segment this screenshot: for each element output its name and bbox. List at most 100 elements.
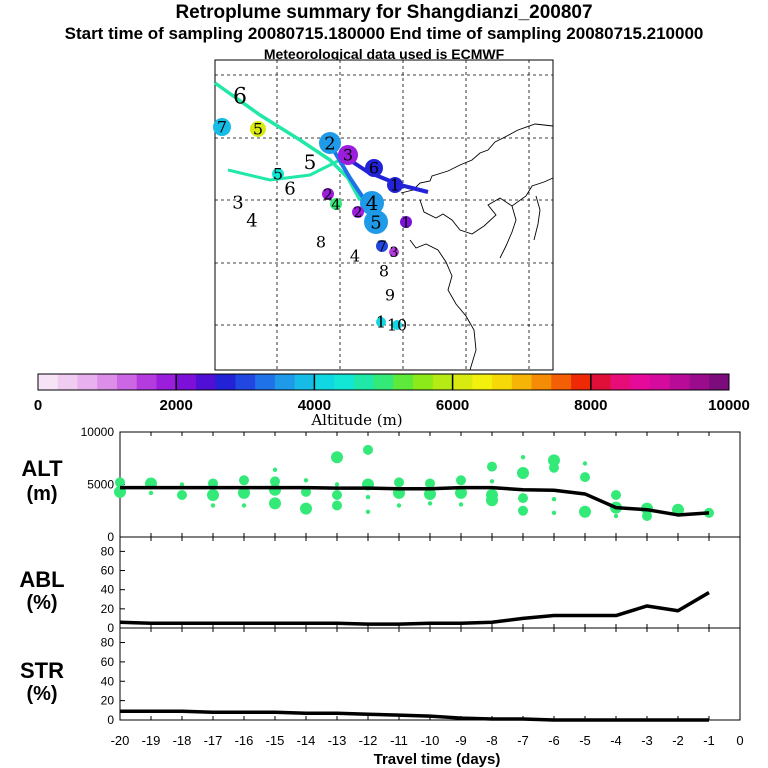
x-tick-label: -12: [359, 733, 378, 748]
colorbar-swatch: [432, 374, 453, 390]
trajectory-line: [213, 81, 362, 201]
cluster-label: 2: [323, 185, 333, 203]
plume-cluster-dot: [365, 494, 371, 500]
cluster-label: 5: [253, 120, 263, 139]
x-tick-label: -17: [204, 733, 223, 748]
panel-str: [119, 627, 741, 722]
colorbar-swatch: [590, 374, 611, 390]
y-tick-label: 5000: [87, 478, 114, 492]
cluster-label: 7: [217, 118, 227, 137]
colorbar-tick-label: 8000: [574, 397, 607, 414]
cluster-label: 6: [233, 85, 247, 110]
map-coastline: [419, 177, 554, 235]
cluster-label: 4: [246, 210, 257, 231]
panel-ylabel: STR: [20, 658, 64, 683]
colorbar-tick-label: 6000: [436, 397, 469, 414]
cluster-marker: [322, 188, 334, 200]
cluster-marker: [392, 320, 402, 330]
cluster-label: 8: [379, 262, 389, 281]
colorbar-swatch: [630, 374, 651, 390]
panel-alt: [114, 431, 741, 538]
plume-cluster-dot: [241, 503, 247, 508]
y-tick-label: 10000: [81, 425, 115, 439]
cluster-label: 4: [366, 191, 379, 215]
cluster-label: 1: [376, 313, 386, 332]
colorbar-swatch: [689, 374, 710, 390]
plume-cluster-dot: [396, 503, 402, 508]
colorbar-swatch: [136, 374, 157, 390]
sampling-period: Start time of sampling 20080715.180000 E…: [64, 24, 704, 43]
x-tick-label: -13: [328, 733, 347, 748]
plume-cluster-dot: [582, 461, 588, 466]
chart-title: Retroplume summary for Shangdianzi_20080…: [175, 2, 593, 23]
cluster-marker: [364, 210, 388, 234]
colorbar-swatch: [215, 374, 236, 390]
map-coastline: [533, 195, 541, 241]
x-tick-label: -10: [421, 733, 440, 748]
x-tick-label: 0: [736, 733, 743, 748]
cluster-label: 2: [324, 133, 335, 154]
plume-cluster-dot: [207, 489, 219, 501]
colorbar-swatch: [353, 374, 375, 390]
x-tick-label: -3: [641, 733, 653, 748]
colorbar-swatch: [709, 374, 730, 390]
y-tick-label: 40: [101, 583, 115, 597]
colorbar-swatch: [176, 374, 197, 390]
colorbar-swatch: [156, 374, 177, 390]
plume-cluster-dot: [179, 482, 185, 487]
plume-cluster-dot: [210, 503, 216, 508]
colorbar-swatch: [610, 374, 631, 390]
cluster-label: 10: [387, 316, 407, 335]
y-tick-label: 0: [107, 530, 114, 544]
plume-cluster-dot: [424, 487, 436, 500]
plume-cluster-dot: [365, 509, 371, 514]
plume-cluster-dot: [115, 477, 125, 488]
cluster-marker: [338, 145, 358, 165]
panel-ylabel: ALT: [21, 456, 63, 481]
cluster-marker: [387, 177, 403, 193]
plume-cluster-dot: [642, 511, 652, 521]
cluster-label: 3: [390, 245, 399, 261]
cluster-marker: [376, 317, 386, 327]
cluster-label: 4: [331, 195, 341, 213]
cluster-marker: [352, 206, 364, 218]
colorbar-swatch: [551, 374, 572, 390]
x-tick-label: -18: [173, 733, 192, 748]
series-line: [120, 709, 709, 722]
cluster-label: 6: [369, 159, 379, 178]
map-panel: [213, 59, 554, 371]
plume-cluster-dot: [332, 490, 342, 500]
colorbar-swatch: [492, 374, 513, 390]
y-tick-label: 60: [101, 564, 115, 578]
colorbar-swatch: [274, 374, 296, 390]
plume-cluster-dot: [269, 497, 281, 510]
plume-cluster-dot: [579, 505, 591, 518]
colorbar-tick-label: 0: [34, 397, 42, 414]
plume-cluster-dot: [425, 478, 435, 489]
x-tick-label: -1: [703, 733, 715, 748]
cluster-label: 1: [401, 213, 411, 231]
plume-cluster-dot: [300, 502, 312, 515]
cluster-label: 4: [350, 247, 360, 266]
plume-cluster-dot: [518, 493, 528, 504]
map-coastline: [499, 205, 517, 259]
plume-cluster-dot: [486, 494, 498, 507]
cluster-label: 2: [354, 205, 363, 221]
y-tick-label: 80: [101, 636, 115, 650]
plume-cluster-dot: [611, 490, 621, 500]
colorbar-swatch: [235, 374, 256, 390]
x-tick-label: -11: [390, 733, 408, 748]
cluster-label: 1: [390, 176, 400, 195]
colorbar-swatch: [97, 374, 118, 390]
x-tick-label: -20: [111, 733, 130, 748]
plume-cluster-dot: [238, 486, 250, 499]
colorbar-swatch: [314, 374, 335, 390]
colorbar-swatch: [195, 374, 217, 390]
colorbar-swatch: [38, 374, 59, 390]
panel-ylabel-unit: (m): [26, 483, 57, 505]
x-tick-label: -19: [142, 733, 161, 748]
colorbar-swatch: [255, 374, 276, 390]
cluster-marker: [272, 168, 284, 180]
plume-cluster-dot: [303, 478, 309, 483]
y-tick-label: 0: [107, 713, 114, 727]
